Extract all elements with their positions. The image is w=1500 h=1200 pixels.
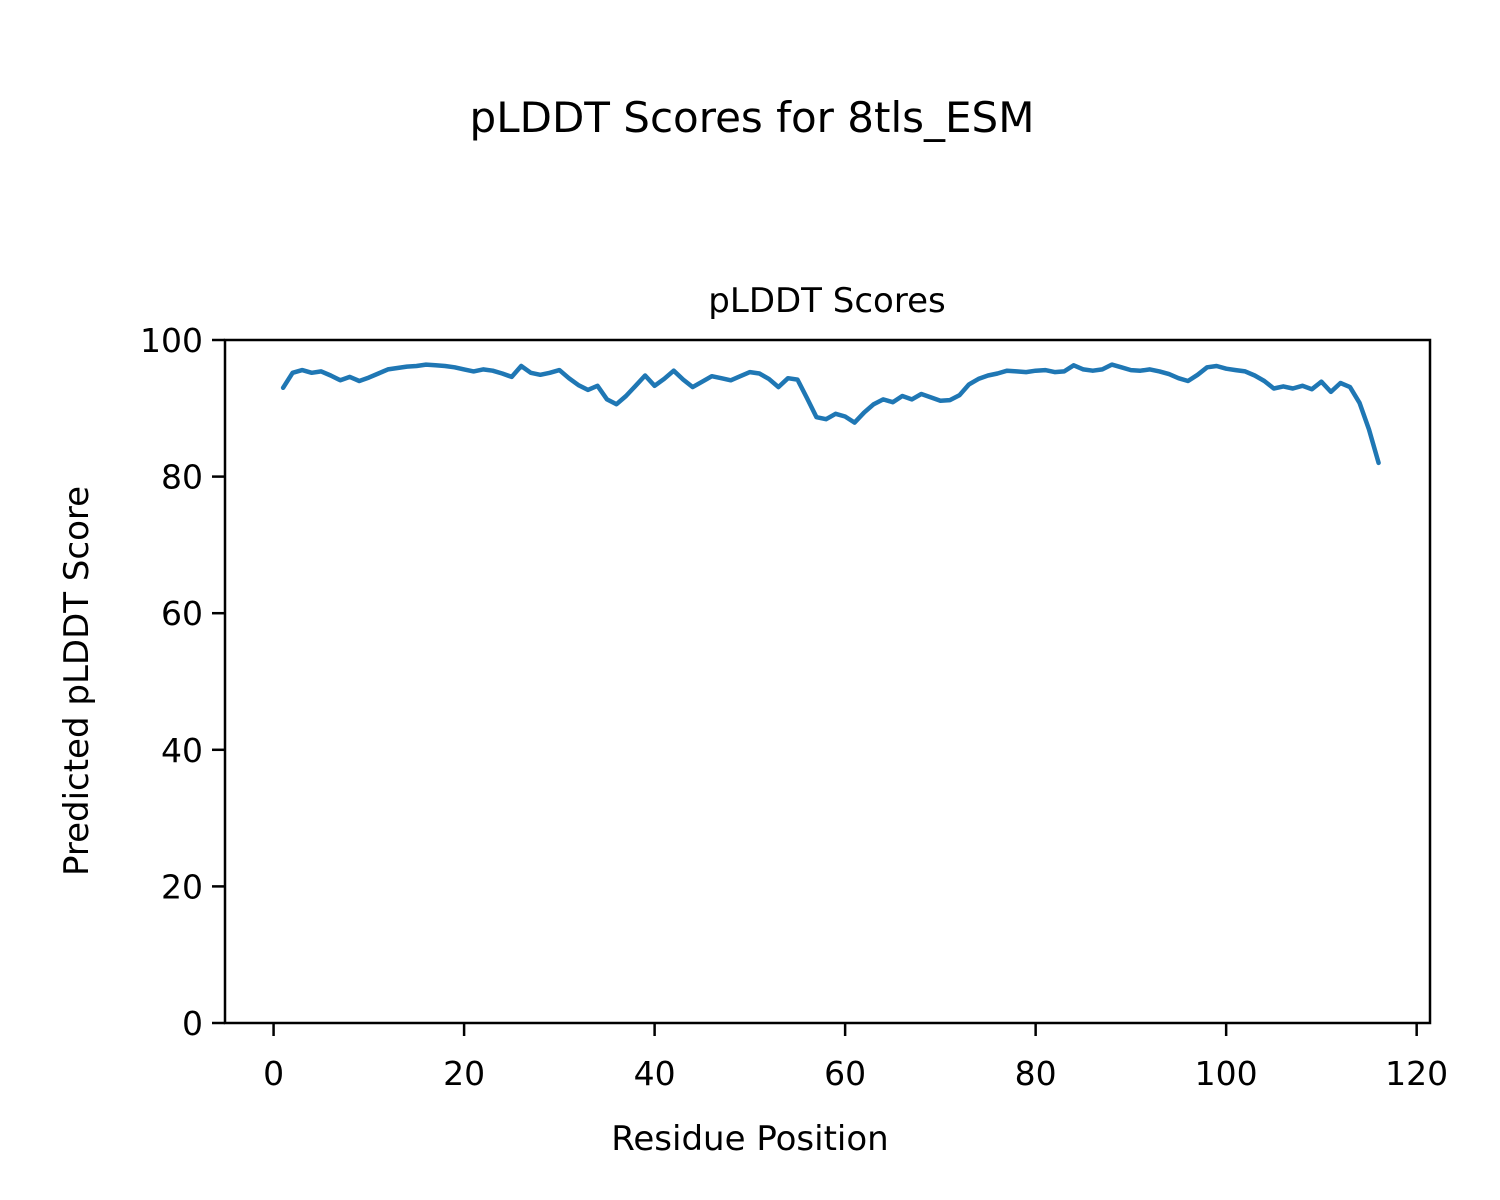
plddt-series-line <box>280 362 1381 466</box>
y-axis-label: Predicted pLDDT Score <box>57 486 97 876</box>
x-tick-label: 80 <box>1015 1054 1057 1093</box>
x-axis-label: Residue Position <box>611 1119 888 1159</box>
x-tick-label: 20 <box>443 1054 485 1093</box>
x-tick-label: 40 <box>634 1054 676 1093</box>
x-tick-label: 100 <box>1195 1054 1258 1093</box>
x-axis-ticks: 0 20 40 60 80 100 120 <box>263 1023 1448 1093</box>
y-tick-label: 0 <box>182 1004 203 1043</box>
y-tick-label: 20 <box>161 867 203 906</box>
y-tick-label: 80 <box>161 458 203 497</box>
figure-title: pLDDT Scores for 8tls_ESM <box>470 93 1035 142</box>
axes-title: pLDDT Scores <box>708 281 945 321</box>
x-tick-label: 120 <box>1385 1054 1448 1093</box>
y-axis-ticks: 0 20 40 60 80 100 <box>140 321 225 1043</box>
y-tick-label: 40 <box>161 731 203 770</box>
plot-border <box>223 338 1432 1025</box>
y-tick-label: 60 <box>161 594 203 633</box>
x-tick-label: 0 <box>263 1054 284 1093</box>
y-tick-label: 100 <box>140 321 203 360</box>
x-tick-label: 60 <box>824 1054 866 1093</box>
